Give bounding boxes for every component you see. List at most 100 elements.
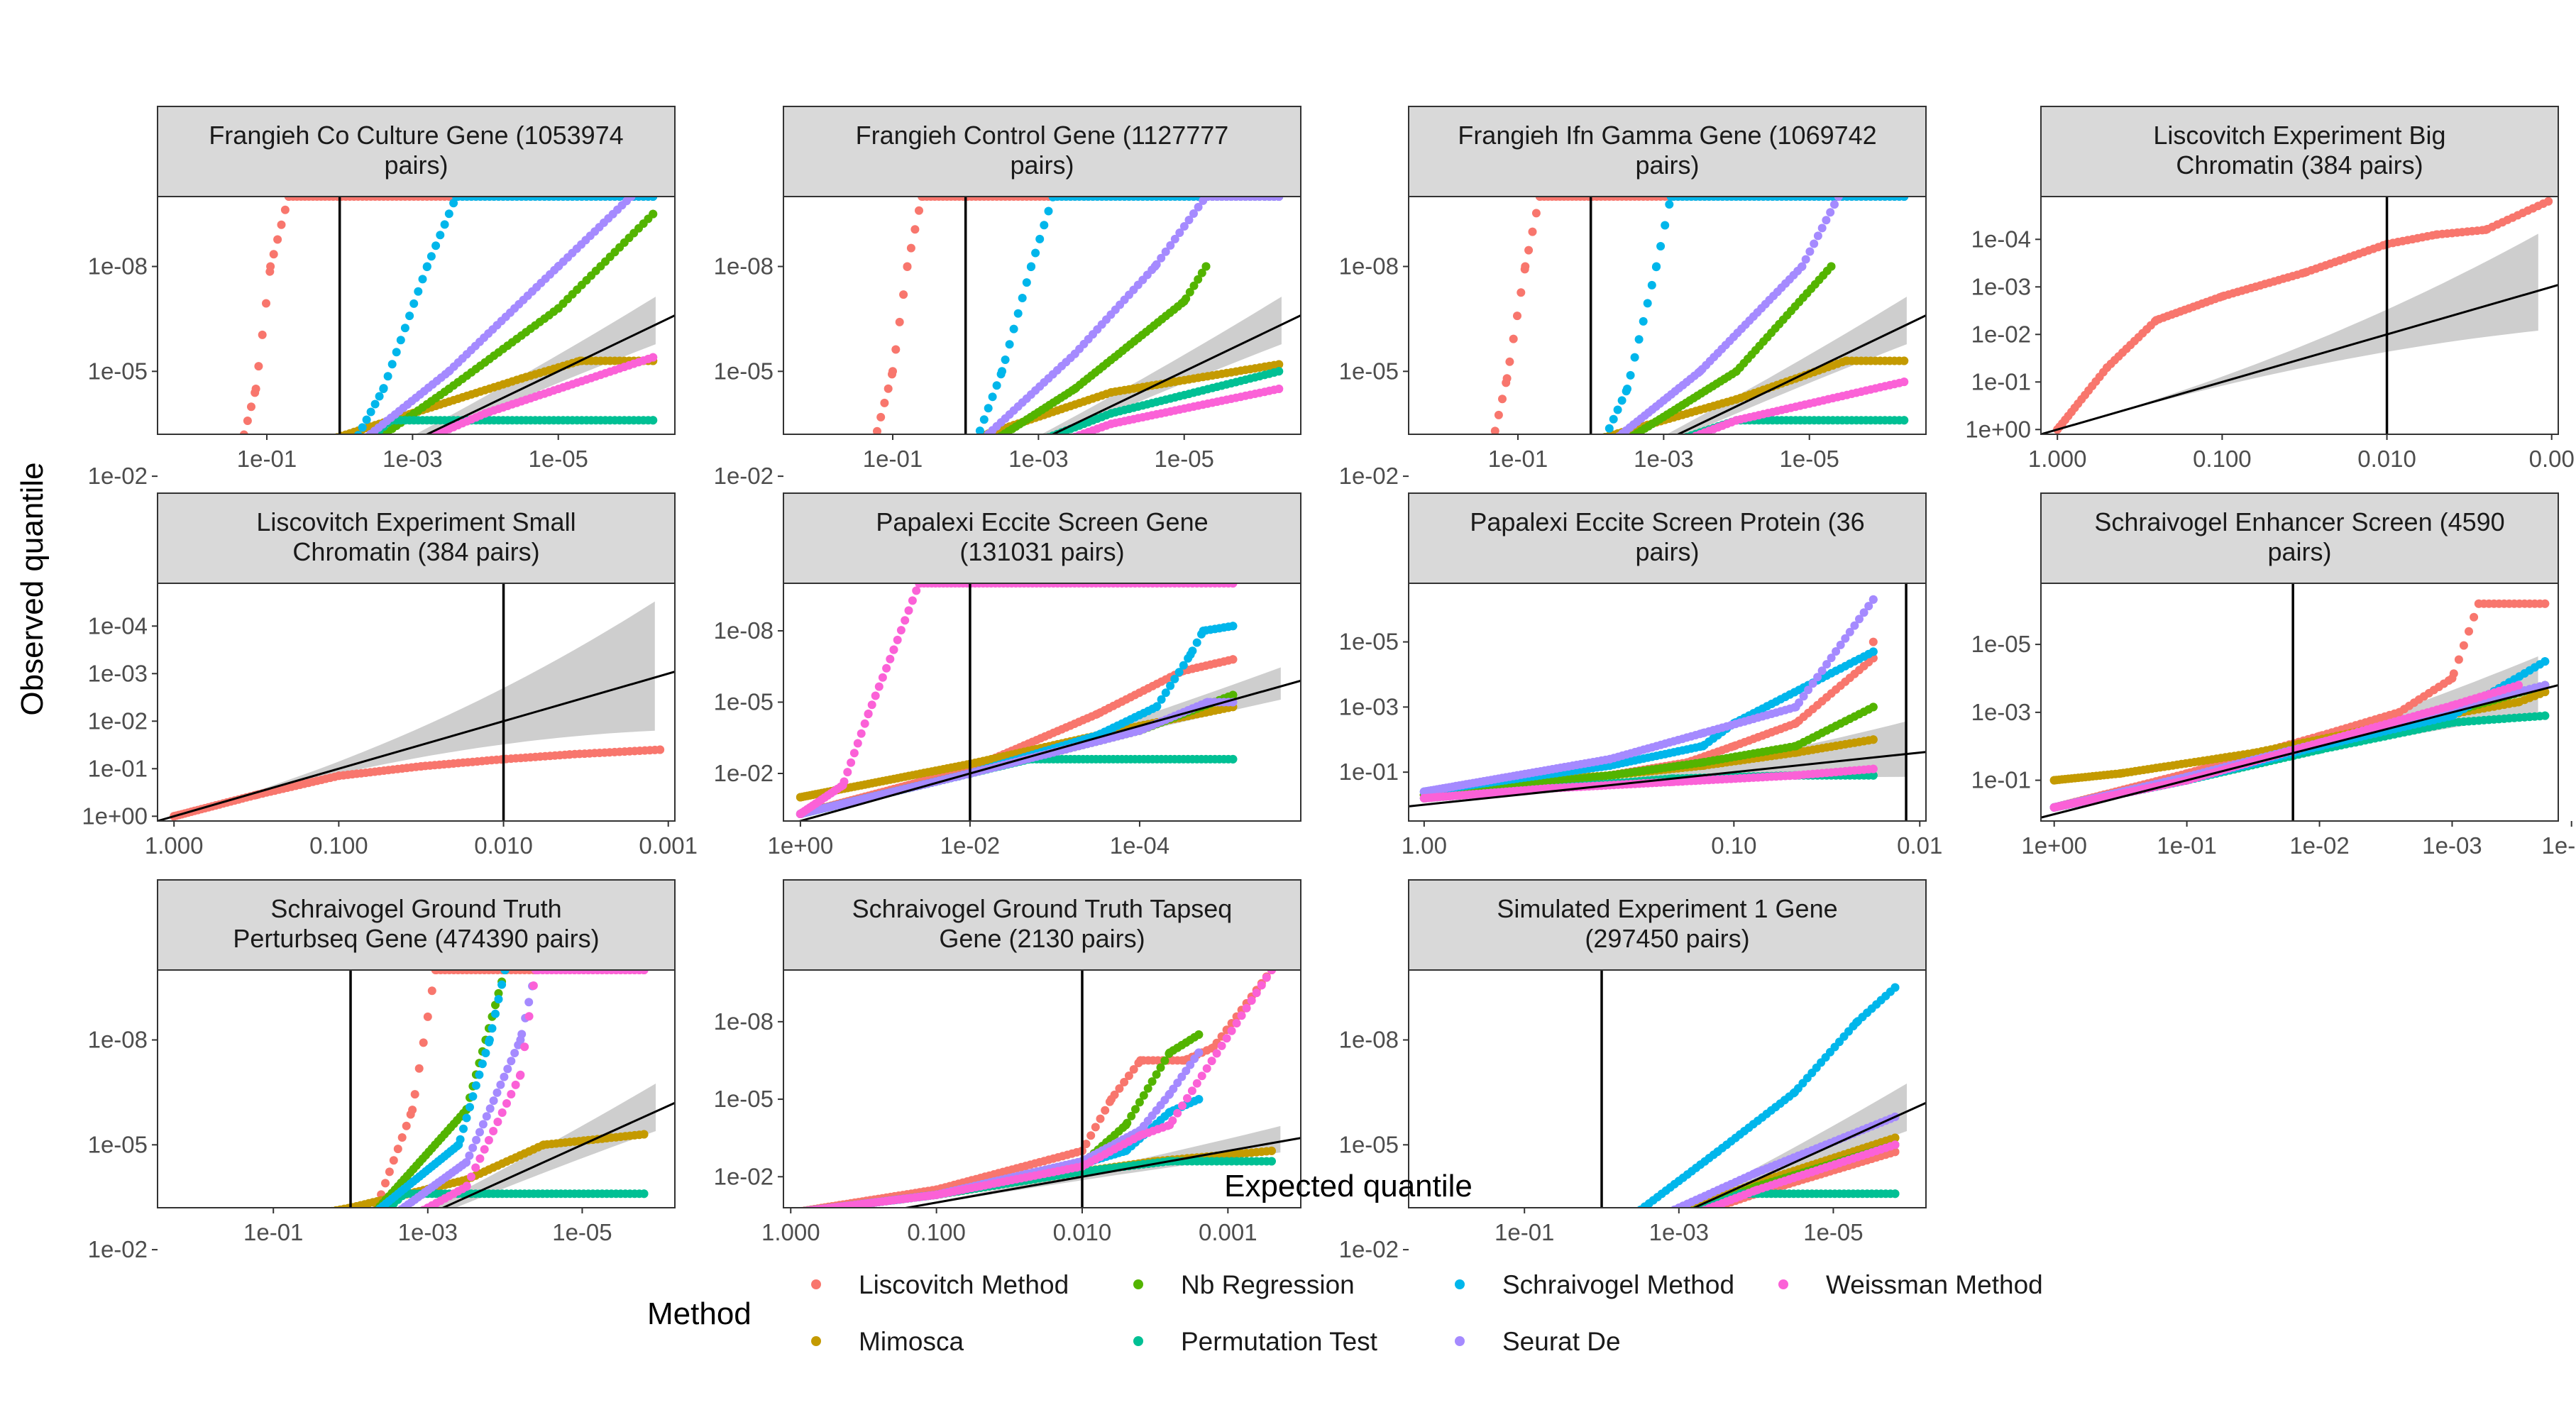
data-point bbox=[1605, 761, 1614, 770]
data-point bbox=[2459, 641, 2468, 650]
data-point bbox=[1698, 742, 1707, 751]
data-point bbox=[947, 471, 955, 480]
data-point bbox=[930, 469, 938, 478]
data-point bbox=[354, 448, 363, 457]
data-point bbox=[1605, 459, 1614, 468]
data-point bbox=[285, 482, 293, 490]
data-point bbox=[325, 465, 334, 474]
data-point bbox=[1597, 468, 1605, 477]
confidence-band bbox=[174, 601, 655, 817]
data-point bbox=[452, 197, 461, 201]
data-point bbox=[1457, 461, 1465, 470]
data-point bbox=[912, 586, 921, 595]
data-point bbox=[367, 439, 375, 448]
data-point bbox=[838, 781, 847, 790]
data-point bbox=[935, 476, 943, 485]
data-point bbox=[899, 290, 908, 299]
data-point bbox=[1587, 437, 1595, 446]
plot-layers bbox=[796, 583, 1301, 821]
data-point bbox=[980, 465, 989, 474]
data-point bbox=[289, 482, 297, 490]
data-point bbox=[363, 438, 371, 446]
data-point bbox=[554, 304, 563, 313]
data-point bbox=[889, 645, 898, 654]
data-point bbox=[962, 451, 970, 460]
y-tick-label: 1e-04 bbox=[1971, 226, 2031, 252]
data-point bbox=[367, 458, 375, 467]
data-point bbox=[933, 468, 942, 476]
data-point bbox=[1533, 480, 1541, 489]
data-point bbox=[1597, 451, 1605, 460]
data-point bbox=[1564, 474, 1573, 483]
x-tick-label: 1e-05 bbox=[1780, 446, 1839, 472]
data-point bbox=[1454, 462, 1463, 470]
data-point bbox=[909, 478, 918, 487]
data-point bbox=[1600, 444, 1608, 453]
data-point bbox=[818, 465, 826, 473]
data-point bbox=[1470, 458, 1478, 466]
data-point bbox=[1201, 197, 1211, 201]
data-point bbox=[1822, 216, 1831, 225]
y-tick-label: 1e-05 bbox=[714, 689, 774, 715]
plot-layers bbox=[1446, 197, 1926, 489]
data-point bbox=[1446, 461, 1454, 469]
data-point bbox=[1275, 197, 1284, 201]
data-point bbox=[951, 469, 959, 478]
series-seurat-de bbox=[311, 197, 636, 475]
data-point bbox=[930, 466, 939, 475]
data-point bbox=[1189, 209, 1198, 218]
data-point bbox=[1674, 436, 1683, 444]
data-point bbox=[419, 436, 427, 445]
data-point bbox=[1557, 469, 1565, 478]
data-point bbox=[1463, 460, 1472, 468]
data-point bbox=[1609, 414, 1618, 424]
data-point bbox=[330, 457, 338, 465]
data-point bbox=[1634, 335, 1644, 344]
data-point bbox=[1568, 473, 1576, 481]
data-point bbox=[1027, 262, 1036, 271]
data-point bbox=[971, 448, 980, 456]
data-point bbox=[2454, 655, 2463, 664]
data-point bbox=[1552, 443, 1561, 451]
data-point bbox=[1451, 460, 1460, 468]
data-point bbox=[311, 466, 319, 475]
data-point bbox=[1013, 309, 1023, 318]
data-point bbox=[2116, 769, 2125, 778]
data-point bbox=[1228, 622, 1238, 631]
data-point bbox=[1035, 436, 1044, 445]
data-point bbox=[254, 362, 263, 371]
data-point bbox=[436, 231, 445, 240]
data-point bbox=[649, 209, 658, 219]
data-point bbox=[1900, 356, 1909, 365]
data-point bbox=[1576, 469, 1585, 478]
data-point bbox=[1561, 467, 1569, 475]
data-point bbox=[1810, 239, 1819, 248]
data-point bbox=[1184, 216, 1194, 224]
data-point bbox=[919, 474, 928, 483]
y-tick-label: 1e-02 bbox=[714, 463, 774, 489]
data-point bbox=[2541, 599, 2550, 608]
data-point bbox=[796, 810, 805, 818]
data-point bbox=[957, 456, 966, 465]
data-point bbox=[1551, 473, 1560, 482]
data-point bbox=[915, 475, 923, 483]
panel-border bbox=[1408, 583, 1927, 822]
data-point bbox=[1018, 294, 1027, 302]
data-point bbox=[1473, 456, 1482, 465]
data-point bbox=[1150, 262, 1160, 271]
data-point bbox=[1539, 477, 1548, 485]
data-point bbox=[409, 299, 419, 308]
data-point bbox=[838, 458, 847, 466]
data-point bbox=[843, 768, 852, 777]
facet-title-line: pairs) bbox=[1635, 537, 1699, 566]
data-point bbox=[304, 442, 313, 451]
data-point bbox=[891, 345, 901, 354]
data-point bbox=[918, 197, 927, 201]
data-point bbox=[189, 461, 198, 470]
data-point bbox=[1556, 478, 1564, 486]
data-point bbox=[1605, 465, 1614, 473]
data-point bbox=[1605, 771, 1614, 780]
data-point bbox=[1729, 742, 1739, 751]
data-point bbox=[289, 480, 297, 489]
